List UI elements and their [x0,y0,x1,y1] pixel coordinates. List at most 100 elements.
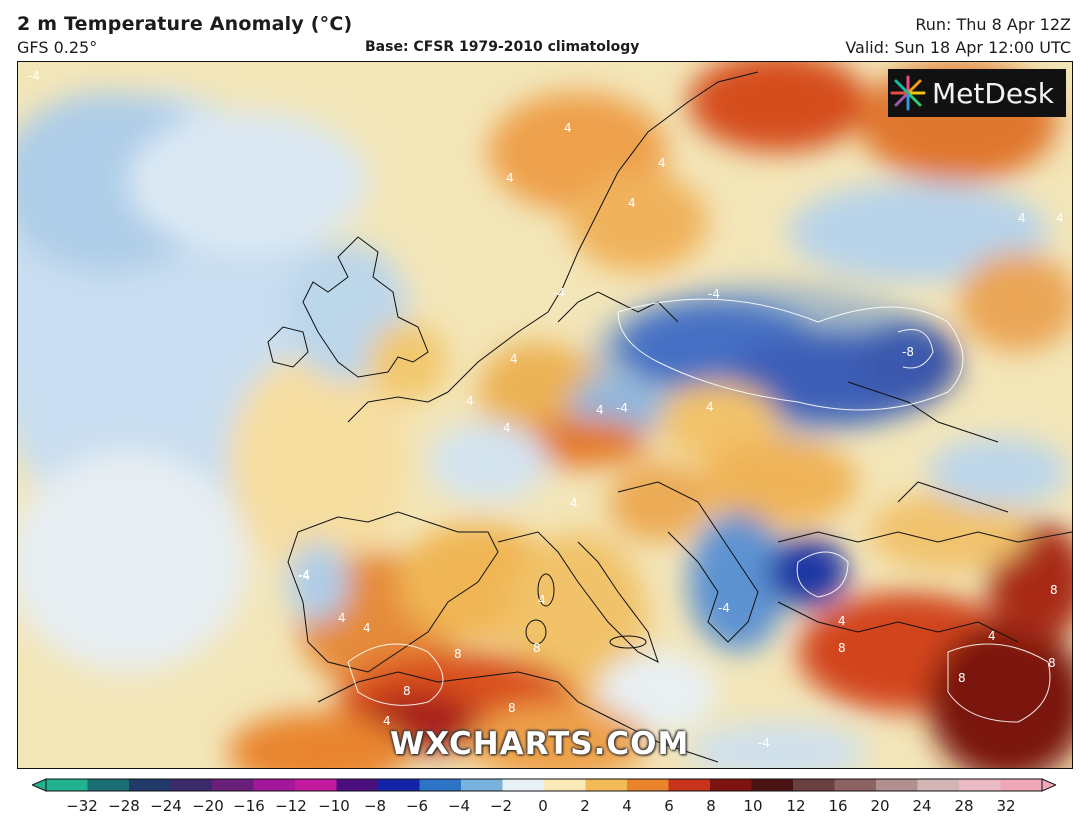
colorbar-label: 16 [828,797,848,815]
colorbar-swatch [87,779,130,791]
colorbar-swatch [502,779,545,791]
svg-text:-4: -4 [298,569,310,583]
colorbar-swatch [1000,779,1043,791]
watermark: WXCHARTS.COM [390,726,690,762]
colorbar-label: −32 [66,797,98,815]
colorbar-swatch [419,779,462,791]
colorbar-swatch [336,779,379,791]
colorbar-swatch [959,779,1002,791]
colorbar-label: 32 [996,797,1016,815]
colorbar-swatch [129,779,172,791]
colorbar-label: −4 [447,797,471,815]
svg-text:-4: -4 [708,287,720,301]
svg-text:4: 4 [570,496,578,510]
svg-text:4: 4 [658,156,666,170]
valid-time-label: Valid: Sun 18 Apr 12:00 UTC [845,38,1071,57]
svg-text:4: 4 [510,352,518,366]
colorbar-swatch [461,779,504,791]
colorbar-label: 20 [870,797,890,815]
run-time-label: Run: Thu 8 Apr 12Z [915,15,1071,34]
chart-title: 2 m Temperature Anomaly (°C) [17,13,353,35]
colorbar-label: −10 [318,797,350,815]
svg-text:4: 4 [383,714,391,728]
colorbar-swatch [627,779,670,791]
svg-text:8: 8 [508,701,516,715]
colorbar-swatch [212,779,255,791]
svg-text:8: 8 [1048,656,1056,670]
colorbar-swatch [170,779,213,791]
colorbar-label: 4 [622,797,632,815]
colorbar-swatch [253,779,296,791]
svg-text:-4: -4 [298,568,310,582]
svg-text:8: 8 [838,641,846,655]
colorbar-swatch [585,779,628,791]
svg-text:4: 4 [538,593,546,607]
svg-text:-4: -4 [616,401,628,415]
colorbar-swatch [710,779,753,791]
svg-text:4: 4 [564,121,572,135]
colorbar-swatch [917,779,960,791]
colorbar-label: −24 [150,797,182,815]
svg-text:8: 8 [403,684,411,698]
colorbar-label: 6 [664,797,674,815]
colorbar-swatch [668,779,711,791]
anomaly-field [18,62,1072,768]
colorbar-label: −6 [405,797,429,815]
svg-text:4: 4 [506,171,514,185]
svg-text:4: 4 [1018,211,1026,225]
svg-text:-8: -8 [902,345,914,359]
colorbar-label: 0 [538,797,548,815]
colorbar-label: −12 [275,797,307,815]
svg-text:4: 4 [503,421,511,435]
colorbar-swatch [295,779,338,791]
svg-text:-4: -4 [553,286,565,300]
svg-text:4: 4 [838,614,846,628]
model-label: GFS 0.25° [17,38,98,57]
colorbar-border [45,778,1043,792]
colorbar-swatch [544,779,587,791]
svg-text:8: 8 [1050,583,1058,597]
svg-text:-4: -4 [718,601,730,615]
svg-text:-4: -4 [758,736,770,750]
svg-text:4: 4 [628,196,636,210]
contour-lines [347,298,1051,723]
svg-text:4: 4 [363,621,371,635]
metdesk-logo: MetDesk [888,69,1066,117]
colorbar-label: −2 [489,797,513,815]
svg-text:4: 4 [988,629,996,643]
svg-text:8: 8 [454,647,462,661]
logo-text: MetDesk [932,76,1054,110]
colorbar-label: 28 [954,797,974,815]
anomaly-map: -4 4 4 4 4 -4 4 -8 4 -4 4 4 4 4 -4 4 -4 … [17,61,1073,769]
colorbar-labels: −32 −28 −24 −20 −16 −12 −10 −8 −6 −4 −2 … [0,797,1088,821]
colorbar-swatch [834,779,877,791]
colorbar-label: 2 [580,797,590,815]
colorbar-label: 12 [786,797,806,815]
svg-text:8: 8 [958,671,966,685]
colorbar-label: −20 [192,797,224,815]
coastlines [267,71,1072,763]
svg-text:4: 4 [596,403,604,417]
colorbar-swatch [876,779,919,791]
metdesk-logo-icon [890,75,926,111]
colorbar [32,778,1056,792]
colorbar-label: 24 [912,797,932,815]
contour-labels: -4 4 4 4 4 -4 4 -8 4 -4 4 4 4 4 -4 4 -4 … [28,69,1064,750]
climatology-base-label: Base: CFSR 1979-2010 climatology [365,39,640,55]
svg-text:4: 4 [338,611,346,625]
svg-text:8: 8 [533,641,541,655]
colorbar-label: −8 [363,797,387,815]
svg-text:4: 4 [706,400,714,414]
colorbar-swatch [751,779,794,791]
colorbar-swatch [378,779,421,791]
svg-text:4: 4 [1056,211,1064,225]
colorbar-swatch [46,779,89,791]
colorbar-swatch [793,779,836,791]
colorbar-label: −28 [108,797,140,815]
colorbar-label: −16 [233,797,265,815]
svg-text:-4: -4 [28,69,40,83]
colorbar-label: 8 [706,797,716,815]
colorbar-label: 10 [743,797,763,815]
svg-text:4: 4 [466,394,474,408]
colorbar-max-arrow [1041,778,1056,792]
